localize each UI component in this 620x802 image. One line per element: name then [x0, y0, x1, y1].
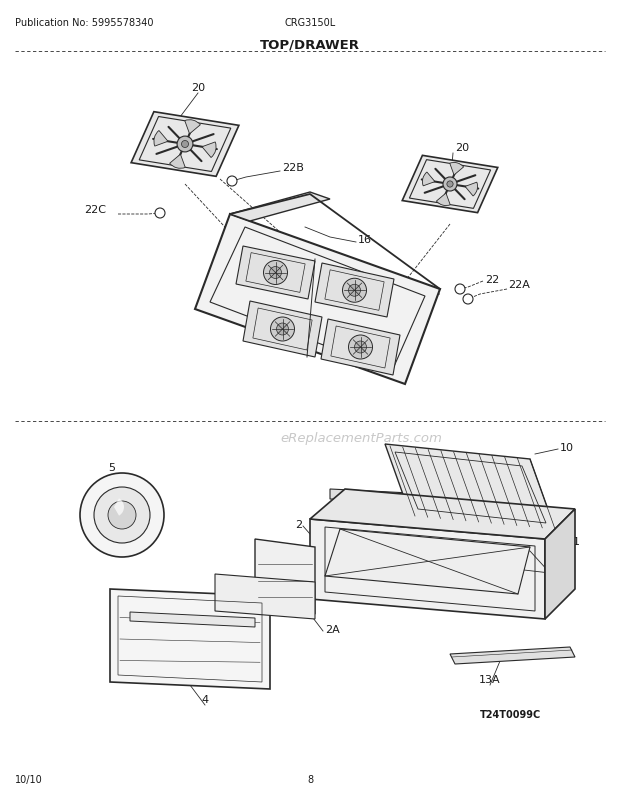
Wedge shape	[170, 155, 185, 169]
Text: CRG3150L: CRG3150L	[285, 18, 335, 28]
Wedge shape	[422, 172, 435, 187]
Text: 22B: 22B	[282, 163, 304, 172]
Circle shape	[348, 335, 373, 359]
Polygon shape	[130, 612, 255, 627]
Circle shape	[94, 488, 150, 543]
Text: Publication No: 5995578340: Publication No: 5995578340	[15, 18, 154, 28]
Polygon shape	[390, 529, 560, 579]
Polygon shape	[315, 264, 394, 318]
Text: 10/10: 10/10	[15, 774, 43, 784]
Circle shape	[264, 261, 288, 286]
Wedge shape	[114, 499, 124, 516]
Wedge shape	[436, 194, 450, 206]
Polygon shape	[131, 112, 239, 177]
Circle shape	[108, 501, 136, 529]
Polygon shape	[236, 247, 315, 300]
Circle shape	[80, 473, 164, 557]
Circle shape	[342, 279, 366, 303]
Wedge shape	[202, 143, 216, 158]
Text: 22: 22	[485, 274, 499, 285]
Wedge shape	[450, 164, 464, 176]
Wedge shape	[154, 132, 168, 147]
Text: 20: 20	[191, 83, 205, 93]
Polygon shape	[255, 539, 315, 614]
Polygon shape	[310, 520, 545, 619]
Text: 2: 2	[295, 520, 302, 529]
Circle shape	[270, 318, 294, 342]
Polygon shape	[310, 489, 575, 539]
Circle shape	[227, 176, 237, 187]
Circle shape	[182, 141, 188, 148]
Text: 5: 5	[108, 463, 115, 472]
Polygon shape	[230, 192, 330, 221]
Text: 85: 85	[415, 475, 429, 484]
Polygon shape	[243, 302, 322, 358]
Circle shape	[348, 285, 360, 297]
Text: TOP/DRAWER: TOP/DRAWER	[260, 38, 360, 51]
Polygon shape	[195, 215, 440, 384]
Text: 9: 9	[567, 549, 574, 559]
Text: 13A: 13A	[479, 674, 501, 684]
Text: eReplacementParts.com: eReplacementParts.com	[280, 431, 442, 444]
Polygon shape	[215, 574, 315, 619]
Text: 8: 8	[307, 774, 313, 784]
Polygon shape	[330, 489, 530, 509]
Text: 20: 20	[455, 143, 469, 153]
Text: 16: 16	[358, 235, 372, 245]
Circle shape	[177, 137, 193, 152]
Circle shape	[155, 209, 165, 219]
Text: 22C: 22C	[84, 205, 106, 215]
Circle shape	[443, 178, 457, 192]
Polygon shape	[110, 589, 270, 689]
Circle shape	[463, 294, 473, 305]
Text: 2A: 2A	[325, 624, 340, 634]
Polygon shape	[402, 156, 498, 213]
Text: 22A: 22A	[508, 280, 530, 290]
Wedge shape	[185, 120, 200, 135]
Polygon shape	[545, 509, 575, 619]
Circle shape	[270, 267, 281, 279]
Circle shape	[455, 285, 465, 294]
Circle shape	[277, 323, 288, 335]
Circle shape	[355, 342, 366, 354]
Wedge shape	[465, 183, 477, 196]
Text: T24T0099C: T24T0099C	[480, 709, 541, 719]
Text: 10: 10	[560, 443, 574, 452]
Polygon shape	[385, 444, 555, 529]
Text: 4: 4	[202, 695, 208, 704]
Polygon shape	[325, 529, 530, 594]
Text: 39: 39	[210, 662, 224, 672]
Polygon shape	[321, 320, 400, 375]
Circle shape	[447, 182, 453, 188]
Polygon shape	[450, 647, 575, 664]
Text: 1: 1	[573, 537, 580, 546]
